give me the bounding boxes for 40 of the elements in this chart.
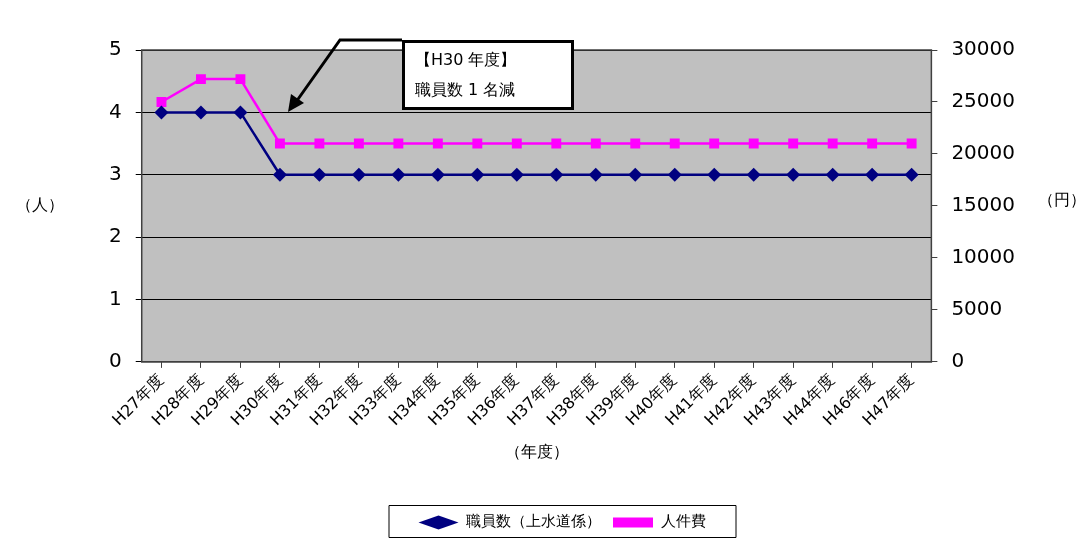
point [867, 138, 878, 149]
point [472, 138, 483, 149]
point [196, 74, 206, 85]
point [669, 138, 680, 149]
y2-tick-label: 15000 [951, 192, 1015, 217]
point [827, 138, 838, 149]
point [788, 138, 799, 149]
point [630, 138, 641, 149]
y2-tick-label: 5000 [951, 296, 1003, 321]
y2-tick-label: 10000 [951, 244, 1015, 269]
y-tick-label: 3 [108, 160, 122, 185]
y2-tick-label: 20000 [951, 140, 1015, 165]
point [551, 138, 562, 149]
y2-tick-label: 0 [951, 348, 965, 373]
y-tick-label: 4 [108, 98, 122, 123]
point [393, 138, 404, 149]
annotation: 【H30 年度】 [415, 49, 518, 71]
y-tick-label: 1 [108, 285, 122, 310]
legend-label: 人件費 [660, 512, 706, 531]
point [906, 138, 917, 149]
legend-label: 職員数（上水道係） [466, 512, 601, 531]
point [314, 138, 325, 149]
y2-axis-title: （円） [1038, 190, 1086, 210]
point [353, 138, 364, 149]
y2-tick-label: 25000 [951, 88, 1015, 113]
point [748, 138, 759, 149]
y-axis-title: （人） [16, 195, 64, 215]
x-axis-title: （年度） [504, 442, 569, 462]
annotation: 職員数 1 名減 [415, 79, 517, 101]
point [511, 138, 522, 149]
point [235, 74, 246, 85]
y-tick-label: 0 [108, 348, 122, 373]
point [432, 138, 443, 149]
y2-tick-label: 30000 [951, 36, 1015, 61]
note-box: 【H30 年度】 職員数 1 名減 [402, 40, 574, 110]
y-tick-label: 5 [108, 36, 122, 61]
point [274, 138, 285, 149]
point [590, 138, 601, 149]
y-tick-label: 2 [108, 223, 122, 248]
point [709, 138, 720, 149]
